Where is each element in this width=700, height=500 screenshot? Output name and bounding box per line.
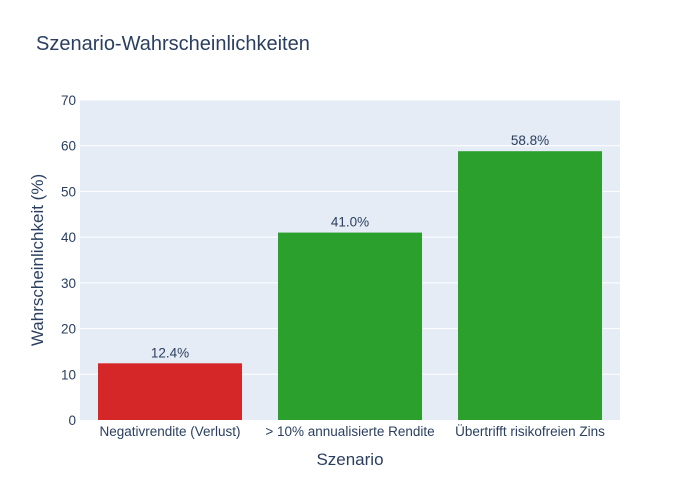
y-tick-label: 20 [61,322,76,337]
bar-value-label: 41.0% [331,215,369,230]
data-labels: 12.4% 41.0% 58.8% [151,133,549,360]
x-tick-label: > 10% annualisierte Rendite [265,424,434,439]
x-tick-label: Negativrendite (Verlust) [99,424,240,439]
bars [98,151,602,420]
x-tick-label: Übertrifft risikofreien Zins [455,424,605,439]
y-tick-label: 70 [61,93,76,108]
bar [278,232,422,420]
bar [98,363,242,420]
bar [458,151,602,420]
y-tick-label: 0 [68,413,76,428]
y-axis-title: Wahrscheinlichkeit (%) [28,174,47,346]
bar-value-label: 58.8% [511,133,549,148]
x-axis-title: Szenario [316,450,383,469]
x-axis-ticks: Negativrendite (Verlust) > 10% annualisie… [99,424,605,439]
y-tick-label: 40 [61,230,76,245]
y-tick-label: 30 [61,276,76,291]
y-axis-ticks: 0 10 20 30 40 50 60 70 [61,93,76,428]
bar-value-label: 12.4% [151,345,189,360]
y-tick-label: 60 [61,139,76,154]
y-tick-label: 50 [61,184,76,199]
chart-title: Szenario-Wahrscheinlichkeiten [36,33,310,55]
y-tick-label: 10 [61,367,76,382]
